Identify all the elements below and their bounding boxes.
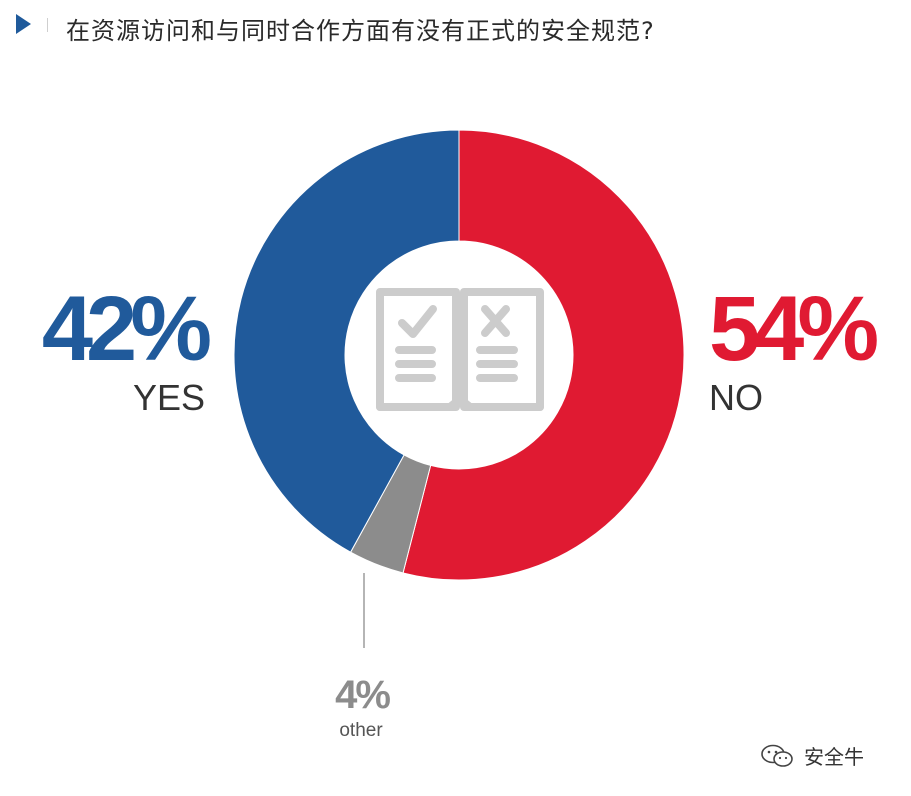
watermark-text: 安全牛 xyxy=(804,741,864,770)
wechat-icon xyxy=(760,744,794,768)
no-percent-label: 54% xyxy=(709,278,877,380)
yes-percent-label: 42% xyxy=(42,278,210,380)
other-category-label: other xyxy=(339,720,383,741)
yes-category-label: YES xyxy=(133,377,205,418)
no-category-label: NO xyxy=(709,377,763,418)
other-percent-label: 4% xyxy=(335,673,390,717)
open-book-check-cross-icon xyxy=(380,292,540,407)
